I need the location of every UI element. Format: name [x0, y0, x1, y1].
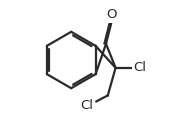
Text: Cl: Cl — [133, 61, 146, 74]
Text: Cl: Cl — [80, 99, 93, 112]
Text: O: O — [106, 9, 117, 21]
